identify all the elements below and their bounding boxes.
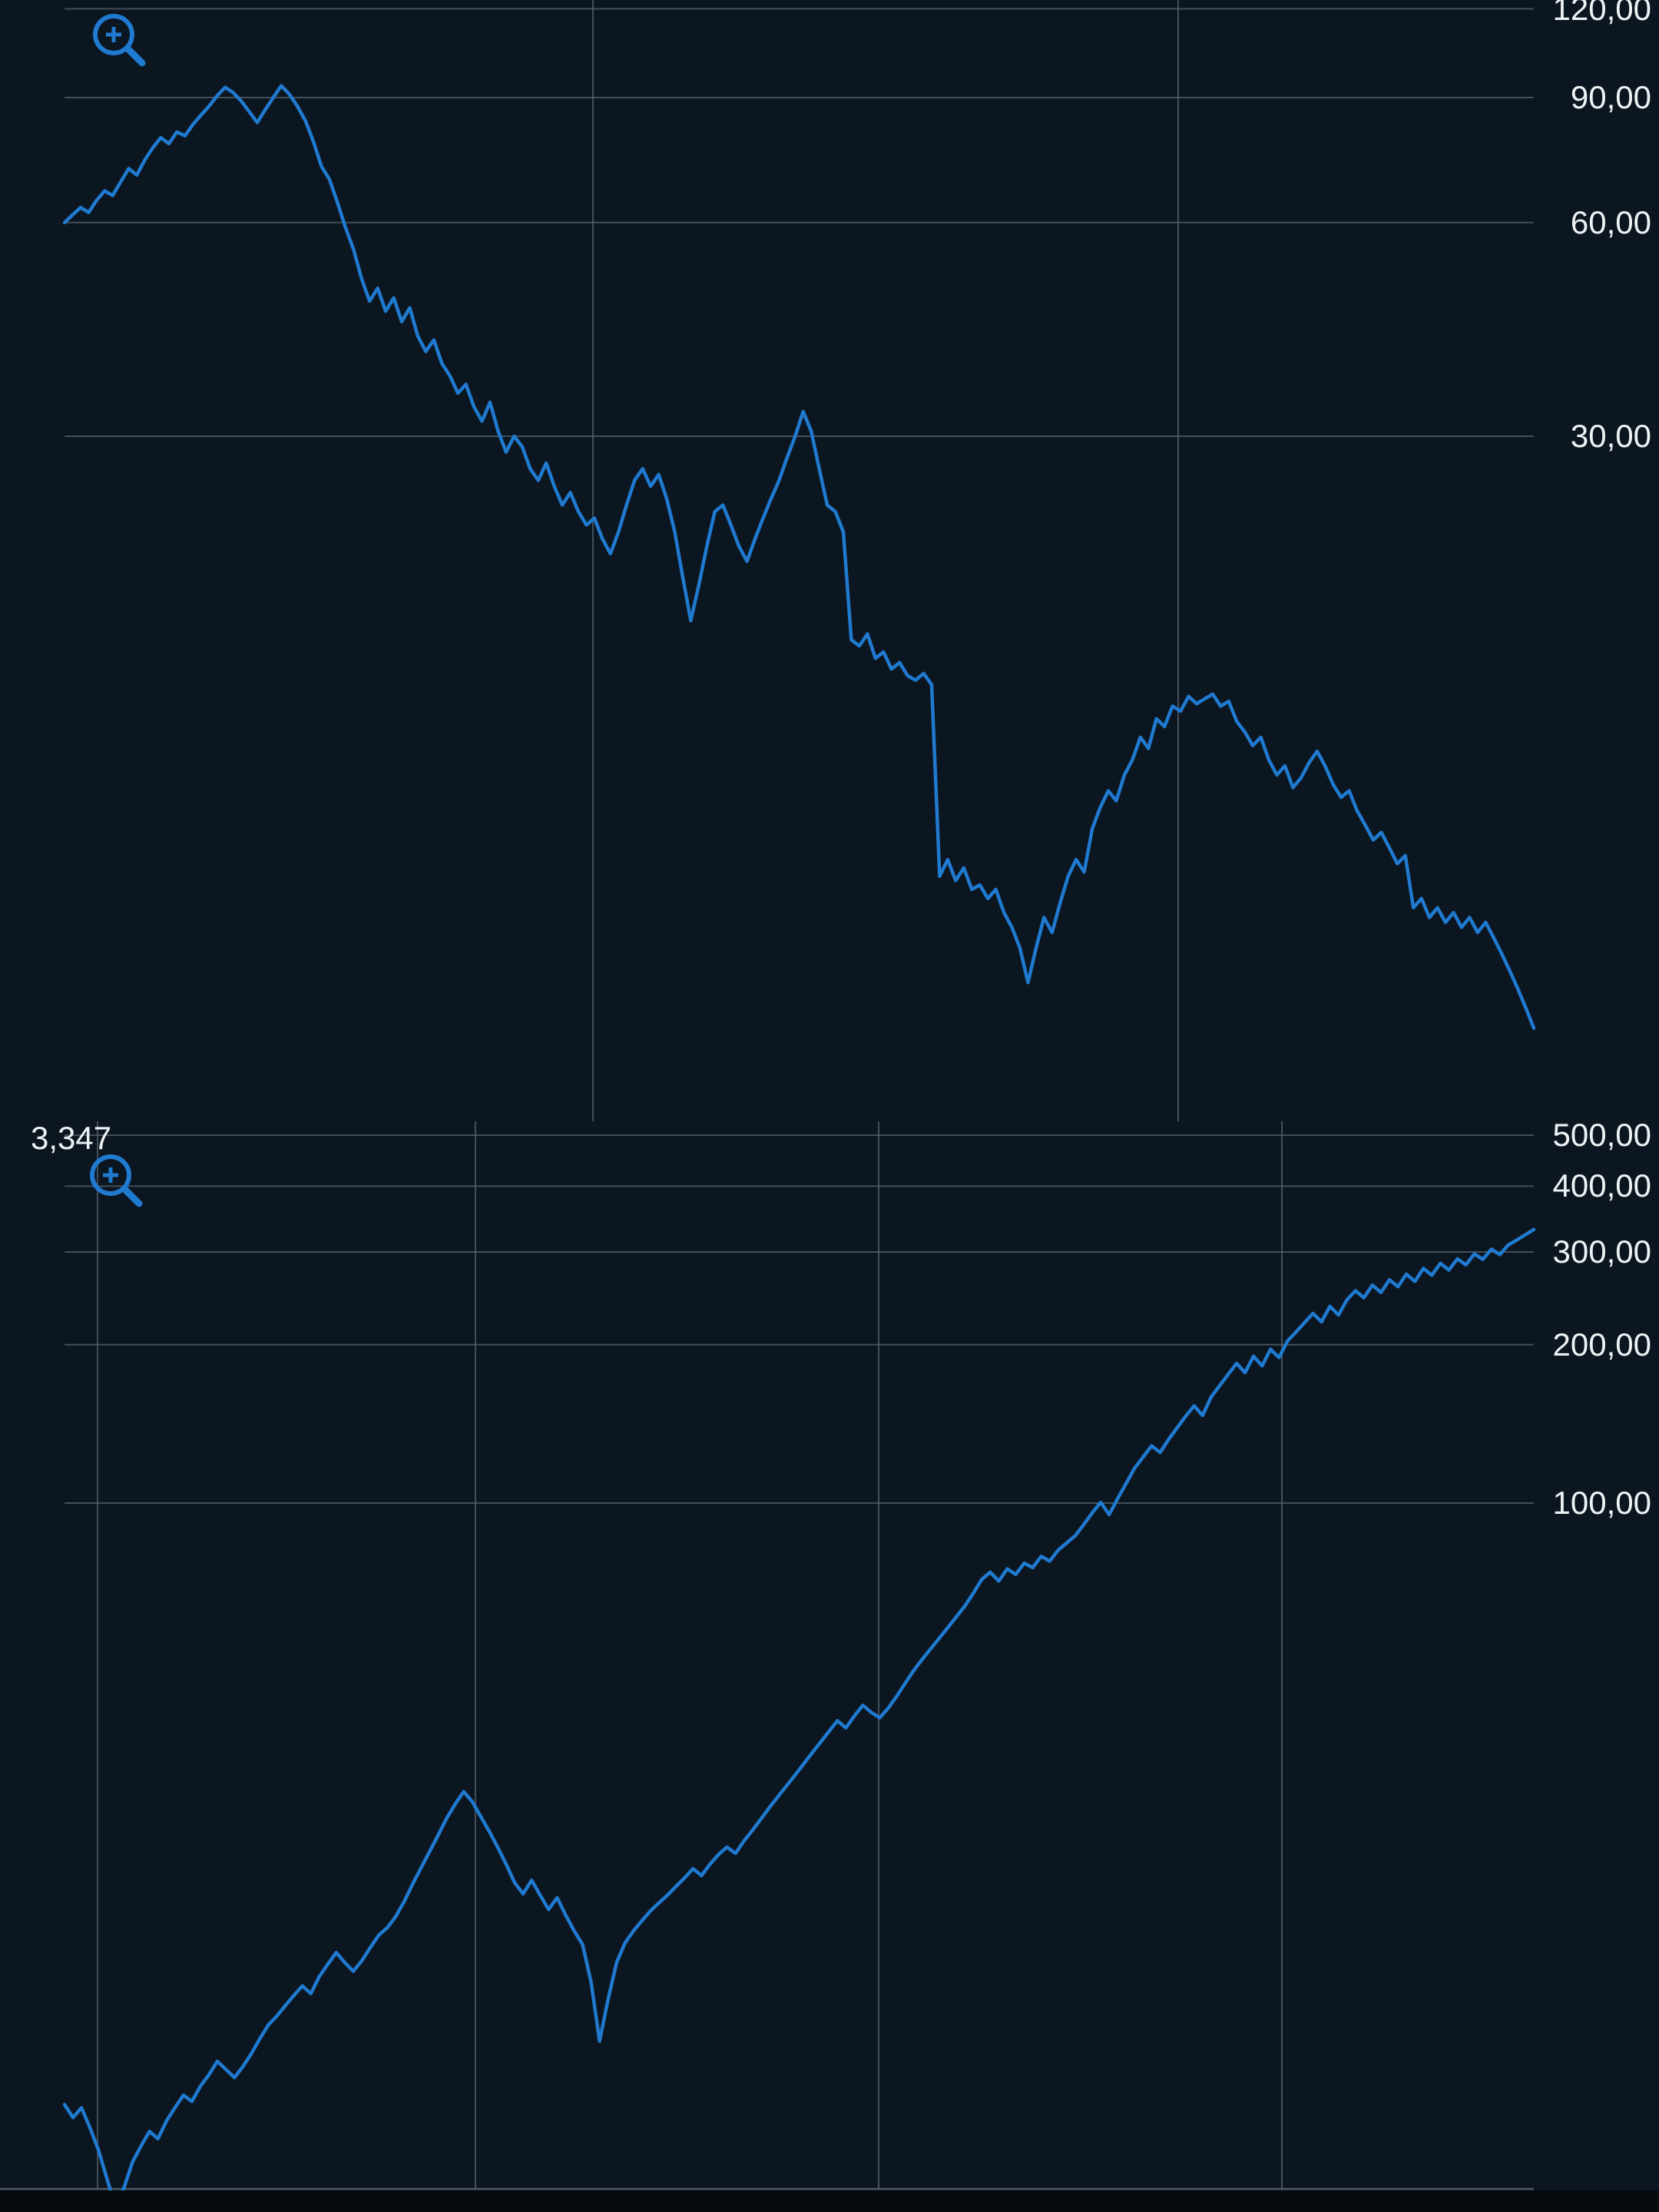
zoom-in-glyph (93, 14, 146, 67)
y-tick-label: 200,00 (1552, 1326, 1651, 1363)
zoom-in-icon[interactable] (84, 1149, 146, 1210)
y-tick-label: 60,00 (1570, 204, 1651, 240)
lower-chart-canvas[interactable] (0, 1121, 1659, 2212)
zoom-in-icon[interactable] (88, 8, 149, 70)
y-tick-label: 30,00 (1570, 418, 1651, 454)
chart-value-label: 3,347 (31, 1121, 112, 1156)
lower-ui-edge (0, 2190, 1659, 2212)
y-tick-label: 400,00 (1552, 1167, 1651, 1204)
price-series-line (62, 1227, 1536, 2209)
y-tick-label: 500,00 (1552, 1121, 1651, 1153)
price-chart-bottom-panel: 500,00 400,00 300,00 200,00 100,00 3,347 (0, 1121, 1659, 2212)
y-tick-label: 90,00 (1570, 79, 1651, 115)
price-chart-top-panel: 120,00 90,00 60,00 30,00 (0, 0, 1659, 1121)
y-tick-label: 300,00 (1552, 1233, 1651, 1270)
y-tick-label: 120,00 (1552, 0, 1651, 27)
price-series-line (62, 84, 1536, 1030)
upper-chart-canvas[interactable] (0, 0, 1659, 1121)
zoom-in-glyph (90, 1154, 143, 1207)
y-tick-label: 100,00 (1552, 1485, 1651, 1521)
